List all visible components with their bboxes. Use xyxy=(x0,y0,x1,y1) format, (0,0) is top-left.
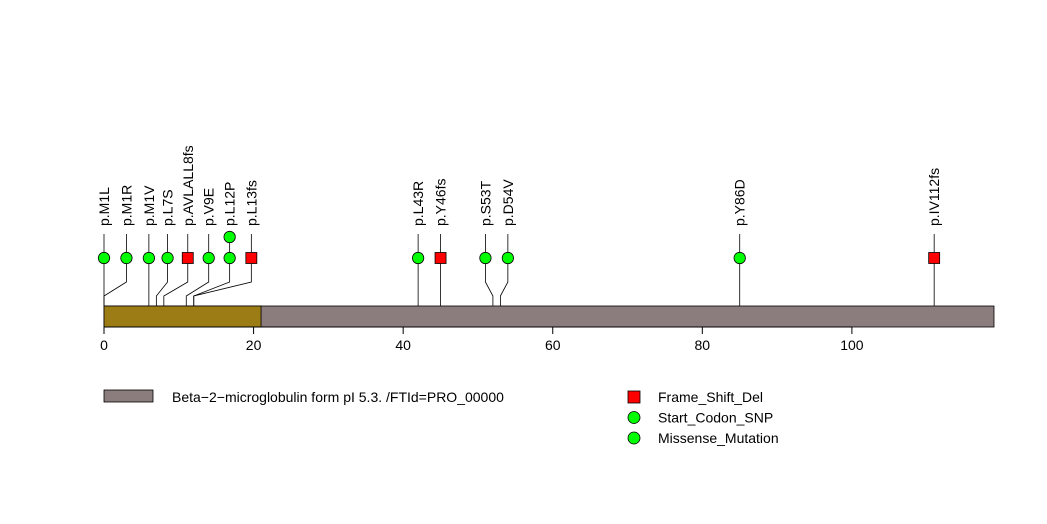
x-tick-label-100: 100 xyxy=(840,337,864,353)
mutation-markers xyxy=(97,230,941,265)
legend: Beta−2−microglobulin form pI 5.3. /FTId=… xyxy=(103,389,779,446)
x-tick-label-0: 0 xyxy=(100,337,108,353)
snp-marker-0-0 xyxy=(97,251,111,265)
frame-shift-del-marker-7 xyxy=(245,252,258,264)
mutation-stem-6 xyxy=(193,237,231,306)
mutation-stem-11 xyxy=(499,258,509,306)
mutation-label-8: p.L43R xyxy=(410,181,426,226)
mutation-label-4: p.AVLALL8fs xyxy=(180,145,196,226)
x-tick-label-20: 20 xyxy=(246,337,262,353)
frame-shift-del-marker-9 xyxy=(434,252,447,264)
mutation-stems xyxy=(103,234,935,306)
legend-label-2: Missense_Mutation xyxy=(658,430,779,446)
mutation-label-6: p.L12P xyxy=(222,182,238,226)
snp-marker-8-0 xyxy=(412,251,425,265)
mutation-label-13: p.IV112fs xyxy=(926,168,942,226)
frame-shift-del-marker-13 xyxy=(928,252,941,264)
x-axis: 0 20 40 60 80 100 xyxy=(100,326,864,353)
legend-square-icon-0 xyxy=(627,390,641,404)
mutation-label-7: p.L13fs xyxy=(243,180,259,226)
mutation-label-3: p.L7S xyxy=(160,189,176,226)
snp-marker-5-0 xyxy=(202,251,215,265)
mutation-label-1: p.M1R xyxy=(118,185,134,226)
legend-label-0: Frame_Shift_Del xyxy=(658,389,763,405)
mutation-label-9: p.Y46fs xyxy=(433,179,449,226)
mutation-stem-7 xyxy=(193,258,252,306)
snp-marker-1-0 xyxy=(120,251,133,265)
legend-circle-icon-1 xyxy=(627,411,641,424)
legend-domain-label: Beta−2−microglobulin form pI 5.3. /FTId=… xyxy=(172,389,504,405)
legend-label-1: Start_Codon_SNP xyxy=(658,410,773,426)
x-tick-label-80: 80 xyxy=(695,337,711,353)
mutation-label-2: p.M1V xyxy=(141,185,157,226)
mutation-label-0: p.M1L xyxy=(96,187,112,226)
domain-track xyxy=(103,305,995,328)
snp-marker-6-0 xyxy=(223,251,236,265)
frame-shift-del-marker-4 xyxy=(181,252,194,264)
mutation-label-11: p.D54V xyxy=(500,179,516,226)
mutation-stem-3 xyxy=(155,258,168,306)
legend-circle-icon-2 xyxy=(627,431,641,445)
x-tick-label-40: 40 xyxy=(395,337,411,353)
legend-domain-swatch xyxy=(103,389,154,403)
mutation-stem-1 xyxy=(103,258,127,306)
mutation-stem-10 xyxy=(485,258,494,306)
mutation-stem-4 xyxy=(163,258,189,306)
snp-marker-12-0 xyxy=(733,251,746,265)
mutation-label-10: p.S53T xyxy=(477,180,493,226)
mutation-label-12: p.Y86D xyxy=(732,179,748,226)
mutation-stem-5 xyxy=(185,258,210,306)
domain-bar-1 xyxy=(103,305,262,328)
snp-marker-6-1 xyxy=(223,230,236,244)
mutation-labels: p.M1L p.M1R p.M1V p.L7S p.AVLALL8fs p.V9E p.L1… xyxy=(96,145,942,226)
snp-marker-3-0 xyxy=(161,251,174,265)
snp-marker-2-0 xyxy=(142,251,155,265)
x-tick-label-60: 60 xyxy=(545,337,561,353)
snp-marker-11-0 xyxy=(501,251,514,265)
mutation-label-5: p.V9E xyxy=(201,188,217,226)
snp-marker-10-0 xyxy=(479,251,492,265)
